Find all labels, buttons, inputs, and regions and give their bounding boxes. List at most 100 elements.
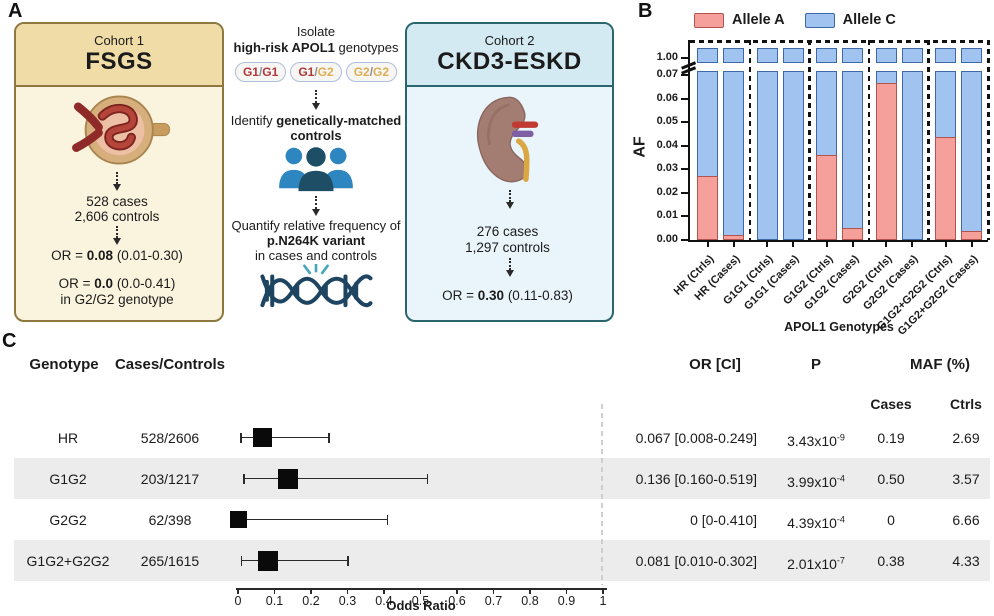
row-band <box>14 540 990 581</box>
x-tick <box>766 240 769 247</box>
panel-b-ylabel: AF <box>631 136 649 158</box>
cohort2-cases: 276 cases <box>476 224 539 239</box>
row-p-value: 2.01x10-7 <box>787 555 845 573</box>
or-point-marker <box>252 428 272 447</box>
x-tick-label: HR (Cases) <box>692 253 742 303</box>
row-cases-controls: 62/398 <box>148 511 192 528</box>
cohort1-subtitle: Cohort 1 <box>94 33 144 48</box>
x-tick <box>792 240 795 247</box>
bar-segment-allele-c <box>901 71 923 240</box>
kidney-illustration <box>476 96 539 183</box>
x-tick-label: G1G2 (Ctrls) <box>780 253 836 308</box>
cohort2-subtitle: Cohort 2 <box>484 33 535 48</box>
ci-whisker <box>240 436 329 439</box>
row-genotype: G2G2 <box>49 511 87 528</box>
panel-a-label: A <box>8 0 23 22</box>
bar-segment-allele-a <box>816 155 838 240</box>
x-tick-label: G1G1 (Cases) <box>742 253 802 313</box>
cohort1-title: FSGS <box>85 48 153 75</box>
col-header-maf-cases: Cases <box>870 396 912 412</box>
y-tick-label: 0.00 <box>656 233 678 245</box>
cohort1-arrow-1-icon <box>113 172 121 191</box>
row-or-ci: 0 [0-0.410] <box>690 511 757 528</box>
bar-segment-allele-c-cap <box>961 48 983 63</box>
bar-segment-allele-c <box>961 71 983 240</box>
row-genotype: HR <box>57 429 79 446</box>
x-tick-label: G1G2 (Cases) <box>801 253 862 313</box>
forest-axis-line <box>236 588 607 590</box>
bar-segment-allele-c <box>816 71 838 240</box>
x-tick-label: G1G1 (Ctrls) <box>721 253 776 308</box>
x-tick <box>944 240 947 247</box>
col-header-cases-controls: Cases/Controls <box>114 356 226 373</box>
x-tick <box>970 240 973 247</box>
x-tick <box>732 240 735 247</box>
row-or-ci: 0.136 [0.160-0.519] <box>635 470 757 487</box>
row-band <box>14 458 990 499</box>
legend-swatch-icon <box>804 12 835 28</box>
legend-label: Allele A <box>732 12 785 28</box>
glomerulus-illustration <box>72 95 171 165</box>
x-tick <box>885 240 888 247</box>
x-tick <box>706 240 709 247</box>
cohort2-controls: 1,297 controls <box>465 240 550 255</box>
row-p-value: 4.39x10-4 <box>787 514 845 532</box>
forest-axis-tick <box>383 588 385 594</box>
x-tick-label: G1G2+G2G2 (Ctrls) <box>874 253 955 333</box>
axis-break-icon <box>681 61 696 70</box>
legend-item: Allele A <box>694 12 785 28</box>
panel-b-label: B <box>638 0 653 22</box>
forest-axis-tick <box>456 588 458 594</box>
legend-swatch-icon <box>694 12 724 28</box>
y-tick <box>681 144 689 147</box>
bar-segment-allele-c-cap <box>875 48 897 63</box>
row-maf-cases: 0.38 <box>877 552 905 569</box>
row-genotype: G1G2+G2G2 <box>26 552 110 569</box>
ci-cap-left <box>243 473 245 484</box>
col-header-p: P <box>810 356 821 373</box>
y-tick-label: 0.07 <box>656 68 678 80</box>
genotype-pills: G1/G1 G1/G2 G2/G2 <box>230 62 402 82</box>
row-maf-ctrls: 4.33 <box>952 552 980 569</box>
row-cases-controls: 203/1217 <box>140 470 200 487</box>
row-or-ci: 0.081 [0.010-0.302] <box>635 552 757 569</box>
ci-cap-right <box>426 473 429 484</box>
forest-axis-tick <box>602 588 604 594</box>
bar-segment-allele-c <box>756 71 778 240</box>
cohort1-or2-note: in G2/G2 genotype <box>60 292 174 307</box>
col-header-genotype: Genotype <box>29 356 99 373</box>
cohort2-or1: OR = 0.30 (0.11-0.83) <box>442 288 573 303</box>
x-tick <box>825 240 828 247</box>
bar-segment-allele-a <box>723 235 744 240</box>
forest-axis-tick <box>565 588 568 594</box>
bar-segment-allele-c-cap <box>756 48 778 63</box>
group-box-top-dashed <box>690 40 988 43</box>
x-tick-label: G2G2 (Ctrls) <box>840 253 895 308</box>
ci-whisker <box>243 477 428 480</box>
panel-c-xlabel: Odds Ratio <box>386 598 456 613</box>
ci-cap-right <box>386 514 389 525</box>
step1-line1: Isolate <box>296 24 336 39</box>
y-tick <box>681 97 689 100</box>
row-cases-controls: 528/2606 <box>140 429 200 446</box>
bar-segment-allele-a <box>961 230 983 240</box>
step2-line2: controls <box>290 128 342 143</box>
group-divider-dashed <box>867 40 871 240</box>
row-maf-ctrls: 3.57 <box>952 470 980 487</box>
y-axis-line <box>688 40 690 242</box>
legend-item: Allele C <box>804 12 896 28</box>
cohort1-header: Cohort 1 FSGS <box>16 24 222 87</box>
legend-label: Allele C <box>842 12 896 28</box>
people-icon <box>279 147 353 192</box>
forest-axis-tick <box>492 588 495 594</box>
y-tick <box>681 57 689 59</box>
col-header-maf-ctrls: Ctrls <box>950 396 982 412</box>
cohort1-card: Cohort 1 FSGS <box>14 22 224 322</box>
y-tick-label: 0.01 <box>656 209 678 222</box>
bar-segment-allele-a <box>875 83 897 240</box>
or-point-marker <box>277 468 298 489</box>
genotype-pill: G1/G2 <box>290 62 342 82</box>
group-divider-dashed <box>748 40 752 240</box>
row-p-value: 3.43x10-9 <box>787 432 845 450</box>
